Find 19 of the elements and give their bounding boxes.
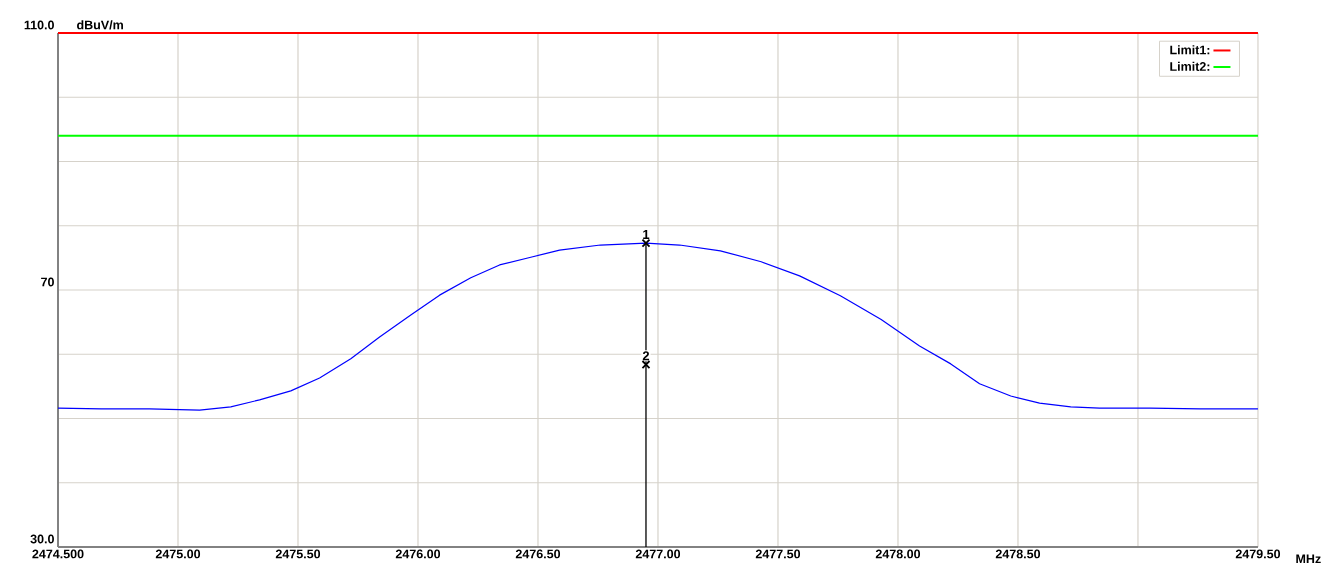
- y-axis-title: dBuV/m: [77, 20, 123, 30]
- x-tick-label: 2476.00: [395, 549, 441, 559]
- x-tick-label: 2477.00: [635, 549, 681, 559]
- y-tick-label: 110.0: [24, 20, 54, 30]
- legend-label: Limit2:: [1170, 61, 1210, 71]
- x-tick-label: 2479.50: [1235, 549, 1281, 559]
- y-tick-label: 30.0: [30, 534, 54, 544]
- x-tick-label: 2476.50: [515, 549, 561, 559]
- y-tick-label: 70: [41, 277, 54, 287]
- x-tick-label: 2474.500: [32, 549, 84, 559]
- x-tick-label: 2475.00: [155, 549, 201, 559]
- x-tick-label: 2475.50: [275, 549, 321, 559]
- x-tick-label: 2478.50: [995, 549, 1041, 559]
- annotation: 1: [643, 229, 650, 239]
- x-tick-label: 2478.00: [875, 549, 921, 559]
- x-axis-title: MHz: [1296, 554, 1321, 564]
- x-tick-label: 2477.50: [755, 549, 801, 559]
- legend-label: Limit1:: [1170, 45, 1210, 55]
- annotation: 2: [642, 351, 650, 361]
